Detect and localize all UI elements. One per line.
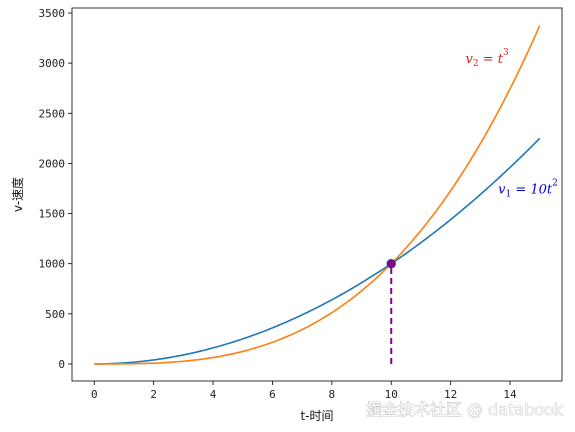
x-tick-label: 4 <box>210 388 217 401</box>
x-tick-label: 12 <box>444 388 457 401</box>
y-tick-label: 1500 <box>39 208 66 221</box>
series-line-1 <box>94 137 541 365</box>
v1-label-part: v <box>498 182 506 197</box>
v2-label-part: v <box>465 52 473 67</box>
v2-label-part: 2 <box>473 59 479 69</box>
series-line-2 <box>94 25 541 365</box>
x-tick-label: 0 <box>91 388 98 401</box>
y-tick-label: 3500 <box>39 7 66 20</box>
x-axis-label: t-时间 <box>300 409 333 423</box>
v1-label-part: = 10t <box>511 182 553 197</box>
x-tick-label: 10 <box>385 388 398 401</box>
v1-label: v1 = 10t2 <box>498 178 558 199</box>
intersection-point <box>386 258 396 269</box>
plot-area: 0 2 4 6 8 10 12 140500100015002000250030003500v… <box>39 7 563 401</box>
y-tick-label: 1000 <box>39 258 66 271</box>
v2-label-part: 3 <box>503 48 509 58</box>
x-tick-label: 14 <box>503 388 517 401</box>
y-tick-label: 0 <box>58 358 65 371</box>
v1-label-part: 1 <box>506 189 512 199</box>
x-tick-label: 8 <box>329 388 336 401</box>
axes-frame <box>71 7 563 382</box>
y-tick-label: 2000 <box>39 157 66 170</box>
y-tick-label: 500 <box>45 308 65 321</box>
y-axis-label: v-速度 <box>10 177 25 212</box>
v2-label-part: = t <box>479 52 504 67</box>
x-tick-label: 6 <box>269 388 276 401</box>
x-tick-label: 2 <box>150 388 157 401</box>
watermark-text: 掘金技术社区 @ databook <box>366 400 564 419</box>
v1-label-part: 2 <box>552 178 558 188</box>
y-tick-label: 2500 <box>39 107 66 120</box>
y-tick-label: 3000 <box>39 57 66 70</box>
v2-label: v2 = t3 <box>465 48 508 69</box>
